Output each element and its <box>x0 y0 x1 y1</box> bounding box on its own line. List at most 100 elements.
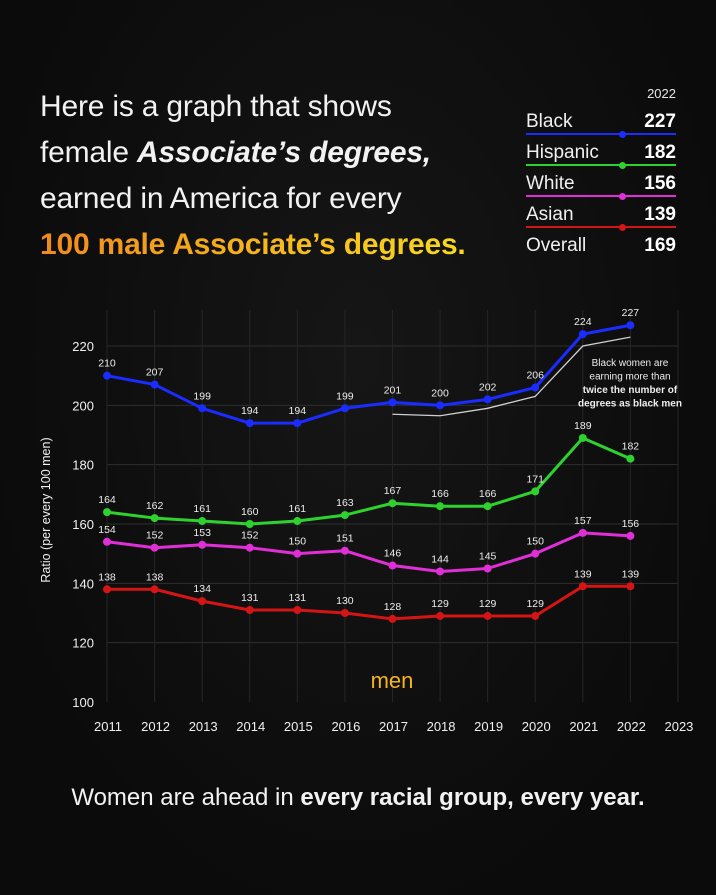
data-label: 152 <box>241 530 259 542</box>
data-label: 206 <box>526 370 544 382</box>
annotation-callout: Black women are earning more than twice th… <box>578 358 682 410</box>
data-label: 189 <box>574 420 592 432</box>
data-label: 151 <box>336 533 354 545</box>
data-point <box>198 540 207 549</box>
legend-year: 2022 <box>647 86 676 101</box>
data-point <box>531 383 540 392</box>
legend-value: 182 <box>644 142 676 163</box>
data-point <box>293 606 302 615</box>
data-point <box>436 567 445 576</box>
data-label: 199 <box>193 390 211 402</box>
data-point <box>293 517 302 526</box>
data-point <box>578 330 587 339</box>
series-black: 210 207 199 194 194 199 201 200 202 206 224 227 <box>98 307 639 428</box>
x-tick-label: 2020 <box>522 719 551 734</box>
legend-dot-icon <box>619 162 626 169</box>
data-point <box>626 531 635 540</box>
data-label: 139 <box>622 568 640 580</box>
footer-emphasis: every racial group, every year. <box>300 784 645 811</box>
data-label: 194 <box>289 405 307 417</box>
data-label: 157 <box>574 515 592 527</box>
data-label: 153 <box>193 527 211 539</box>
data-point <box>436 401 445 410</box>
data-label: 129 <box>431 598 449 610</box>
data-point <box>150 585 159 594</box>
data-point <box>293 549 302 558</box>
legend: 2022 Black 227 Hispanic 182 White 156 As… <box>526 86 676 259</box>
data-point <box>150 380 159 389</box>
data-label: 144 <box>431 553 449 565</box>
data-label: 194 <box>241 405 259 417</box>
headline-line-3: earned in America for every <box>40 182 402 215</box>
data-point <box>531 487 540 496</box>
data-label: 166 <box>479 488 497 500</box>
data-point <box>245 543 254 552</box>
data-point <box>103 537 111 546</box>
x-axis: 2011 2012 2013 2014 2015 2016 2017 2018 2019 2020… <box>94 719 693 734</box>
data-point <box>436 611 445 620</box>
legend-label: Overall <box>526 235 587 256</box>
x-tick-label: 2016 <box>331 719 360 734</box>
footer-caption: Women are ahead in every racial group, e… <box>71 784 645 811</box>
headline: Here is a graph that shows female Associ… <box>40 84 520 268</box>
x-tick-label: 2017 <box>379 719 408 734</box>
legend-value: 139 <box>644 204 676 225</box>
data-point <box>293 419 302 428</box>
data-label: 161 <box>193 503 211 515</box>
data-point <box>245 419 254 428</box>
legend-row-overall: Overall 169 <box>526 228 676 259</box>
data-point <box>340 609 349 617</box>
data-point <box>578 433 587 442</box>
data-label: 139 <box>574 568 592 580</box>
y-axis: 100 120 140 160 180 200 220 <box>72 339 94 710</box>
data-label: 152 <box>146 530 164 542</box>
data-label: 160 <box>241 506 259 518</box>
data-point <box>388 499 397 508</box>
series-asian: 138 138 134 131 131 130 128 129 129 129 139 139 <box>98 568 639 623</box>
data-point <box>626 454 635 463</box>
data-label: 162 <box>146 500 164 512</box>
legend-dot-icon <box>619 193 626 200</box>
legend-label: Hispanic <box>526 142 599 163</box>
annotation-line: degrees as black men <box>578 399 682 410</box>
data-point <box>198 517 207 526</box>
data-point <box>388 398 397 407</box>
x-tick-label: 2021 <box>569 719 598 734</box>
data-label: 156 <box>622 518 640 530</box>
data-point <box>626 321 635 330</box>
data-label: 200 <box>431 387 449 399</box>
x-tick-label: 2015 <box>284 719 313 734</box>
data-point <box>483 564 492 573</box>
annotation-line: earning more than <box>589 372 670 383</box>
legend-dot-icon <box>619 131 626 138</box>
legend-line-swatch <box>526 226 676 228</box>
data-label: 166 <box>431 488 449 500</box>
data-point <box>626 582 635 591</box>
data-point <box>388 561 397 570</box>
data-point <box>245 606 254 615</box>
series-white: 154 152 153 152 150 151 146 144 145 150 157 156 <box>98 515 639 576</box>
y-tick-label: 100 <box>72 695 94 710</box>
data-label: 150 <box>289 536 307 548</box>
y-tick-label: 220 <box>72 339 94 354</box>
men-baseline-label: men <box>371 668 414 693</box>
data-label: 171 <box>526 473 544 485</box>
data-point <box>150 514 159 523</box>
data-point <box>483 395 492 404</box>
data-point <box>578 528 587 537</box>
y-tick-label: 160 <box>72 517 94 532</box>
series-hispanic: 164 162 161 160 161 163 167 166 166 171 189 182 <box>98 420 639 528</box>
legend-label: Asian <box>526 204 574 225</box>
data-point <box>198 597 207 606</box>
data-label: 182 <box>622 441 640 453</box>
data-point <box>150 543 159 552</box>
y-axis-label: Ratio (per every 100 men) <box>39 437 53 582</box>
headline-line-2: female Associate’s degrees, <box>40 136 431 169</box>
data-point <box>103 508 111 517</box>
x-tick-label: 2012 <box>141 719 170 734</box>
data-label: 163 <box>336 497 354 509</box>
men-baseline: men <box>107 668 678 704</box>
data-point <box>340 511 349 520</box>
